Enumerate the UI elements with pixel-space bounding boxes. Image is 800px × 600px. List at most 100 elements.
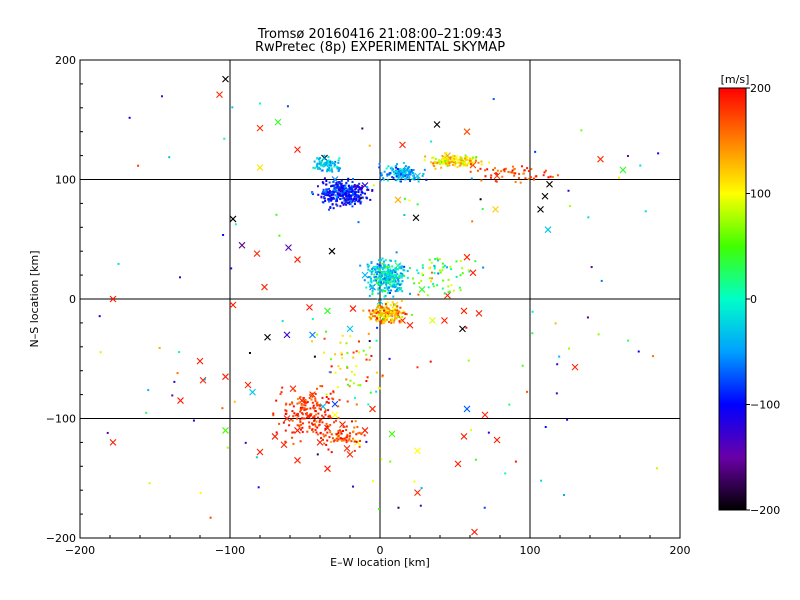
scatter-dot: [479, 198, 482, 201]
scatter-point: [216, 91, 223, 99]
scatter-point: [414, 447, 421, 455]
scatter-dot: [377, 282, 380, 285]
scatter-dot: [317, 424, 320, 427]
scatter-dot: [335, 200, 338, 203]
scatter-dot: [386, 179, 389, 182]
scatter-point: [546, 180, 553, 188]
scatter-point: [256, 164, 264, 171]
scatter-dot: [346, 192, 349, 195]
scatter-dot: [438, 159, 441, 162]
scatter-dot: [308, 421, 311, 424]
scatter-point: [229, 301, 237, 309]
scatter-dot: [401, 171, 404, 174]
scatter-dot: [586, 316, 589, 319]
scatter-dot: [325, 330, 328, 333]
scatter-dot: [438, 258, 441, 261]
scatter-dot: [391, 273, 394, 276]
scatter-dot: [372, 287, 375, 290]
scatter-point: [109, 295, 117, 303]
scatter-dot: [308, 415, 311, 418]
scatter-dot: [452, 157, 455, 160]
scatter-dot: [547, 176, 550, 179]
scatter-dot: [359, 193, 362, 196]
scatter-dot: [390, 275, 393, 278]
scatter-dot: [308, 396, 311, 399]
scatter-dot: [353, 193, 356, 196]
scatter-dot: [326, 425, 329, 428]
scatter-dot: [377, 269, 380, 272]
scatter-dot: [389, 281, 392, 284]
scatter-dot: [317, 166, 320, 169]
scatter-dot: [450, 268, 453, 271]
scatter-dot: [409, 179, 412, 182]
scatter-dot: [387, 291, 390, 294]
scatter-dot: [400, 177, 403, 180]
scatter-dot: [370, 316, 373, 319]
scatter-dot: [526, 167, 529, 170]
scatter-dot: [203, 378, 206, 381]
scatter-dot: [358, 182, 361, 185]
scatter-dot: [365, 353, 368, 356]
scatter-point: [361, 271, 369, 279]
scatter-dot: [355, 403, 358, 406]
scatter-dot: [529, 176, 532, 179]
scatter-dot: [395, 312, 398, 315]
scatter-dot: [378, 266, 381, 269]
scatter-dot: [330, 198, 333, 201]
scatter-dot: [341, 334, 344, 337]
scatter-point: [294, 146, 301, 154]
scatter-dot: [300, 423, 303, 426]
scatter-dot: [470, 429, 473, 432]
scatter-dot: [397, 177, 400, 180]
scatter-dot: [337, 405, 340, 408]
scatter-dot: [411, 177, 414, 180]
scatter-dot: [290, 418, 293, 421]
scatter-dot: [381, 275, 384, 278]
scatter-dot: [347, 194, 350, 197]
scatter-dot: [332, 196, 335, 199]
scatter-dot: [284, 440, 287, 443]
scatter-dot: [400, 169, 403, 172]
scatter-dot: [380, 458, 383, 461]
scatter-dot: [345, 181, 348, 184]
x-tick-label: 0: [377, 544, 384, 557]
scatter-dot: [376, 317, 379, 320]
scatter-dot: [370, 312, 373, 315]
scatter-dot: [313, 160, 316, 163]
scatter-dot: [455, 260, 458, 263]
scatter-dot: [348, 436, 351, 439]
scatter-dot: [489, 176, 492, 179]
scatter-dot: [381, 289, 384, 292]
scatter-dot: [347, 439, 350, 442]
scatter-dot: [387, 275, 390, 278]
scatter-dot: [458, 286, 461, 289]
scatter-dot: [359, 264, 362, 267]
scatter-dot: [350, 201, 353, 204]
scatter-dot: [362, 309, 365, 312]
scatter-dot: [318, 158, 321, 161]
scatter-dot: [542, 174, 545, 177]
scatter-dot: [378, 162, 381, 165]
scatter-dot: [365, 380, 368, 383]
scatter-dot: [443, 161, 446, 164]
scatter-dot: [355, 198, 358, 201]
scatter-dot: [330, 167, 333, 170]
scatter-dot: [401, 169, 404, 172]
scatter-dot: [494, 180, 497, 183]
scatter-dot: [306, 412, 309, 415]
scatter-dot: [334, 371, 337, 374]
scatter-dot: [474, 260, 477, 263]
scatter-dot: [353, 198, 356, 201]
scatter-dot: [396, 306, 399, 309]
scatter-dot: [380, 321, 383, 324]
scatter-dot: [393, 319, 396, 322]
scatter-dot: [393, 277, 396, 280]
scatter-dot: [380, 281, 383, 284]
scatter-dot: [383, 277, 386, 280]
scatter-dot: [431, 156, 434, 159]
scatter-dot: [388, 172, 391, 175]
scatter-dot: [371, 284, 374, 287]
scatter-dot: [333, 186, 336, 189]
scatter-dot: [490, 174, 493, 177]
scatter-dot: [396, 168, 399, 171]
